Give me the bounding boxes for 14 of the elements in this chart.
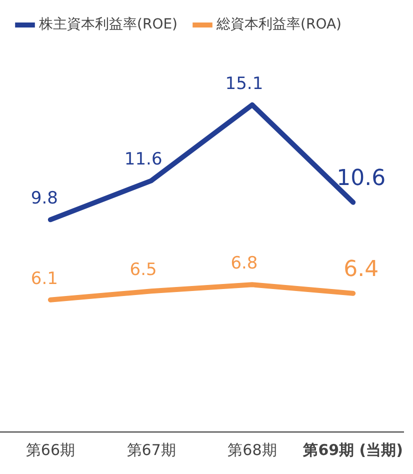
legend-label: 株主資本利益率(ROE) [38, 16, 178, 33]
data-label: 9.8 [30, 188, 58, 209]
data-label: 15.1 [225, 74, 264, 94]
data-label: 10.6 [336, 166, 386, 192]
data-label: 6.1 [30, 268, 58, 289]
data-label: 6.8 [230, 254, 258, 274]
data-label: 11.6 [124, 150, 162, 170]
x-tick-label: 第67期 [126, 440, 176, 459]
data-label: 6.4 [344, 257, 379, 282]
legend-label: 総資本利益率(ROA) [216, 16, 342, 33]
x-tick-label: 第68期 [228, 440, 277, 459]
x-tick-label: 第66期 [26, 440, 75, 459]
x-tick-label: 第69期 (当期) [302, 440, 404, 459]
data-label: 6.5 [130, 260, 157, 280]
